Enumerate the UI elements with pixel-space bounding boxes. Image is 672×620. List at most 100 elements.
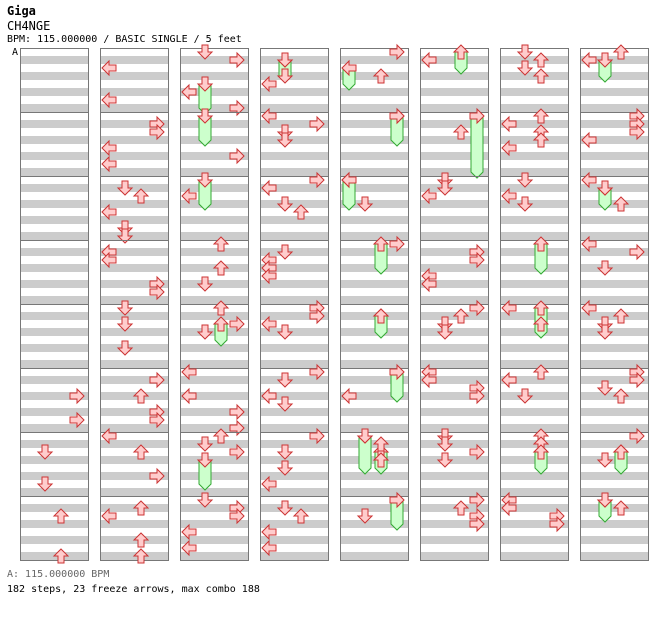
measure-stripe [420,280,488,288]
measure-stripe [100,472,168,480]
measure-stripe [20,280,88,288]
measure-stripe [580,488,648,496]
measure-stripe [580,472,648,480]
measure [500,364,569,433]
bpm-legend: A: 115.000000 BPM [7,569,110,580]
measure [580,107,649,177]
step-arrow-down [596,492,614,508]
measure-stripe [20,520,88,528]
measure [500,44,569,113]
measure-stripe [580,120,648,128]
measure [500,108,569,177]
measure-stripe [180,360,248,368]
step-arrow-down [196,44,214,60]
measure-stripe [260,408,328,416]
measure [100,176,169,244]
measure-stripe [260,552,328,560]
measure-stripe [260,536,328,544]
measure-stripe [420,264,488,272]
step-arrow-up [52,508,70,524]
measure-stripe [180,376,248,384]
measure-stripe [20,248,88,256]
measure [580,235,649,305]
step-arrow-right [309,427,325,445]
measure-stripe [180,392,248,400]
step-arrow-right [229,443,245,461]
step-arrow-right [309,171,325,189]
measure [260,171,329,241]
step-arrow-left [581,235,597,253]
measure-stripe [100,104,168,112]
measure-stripe [580,520,648,528]
measure-stripe [580,296,648,304]
measure-stripe [100,56,168,64]
measure-stripe [580,152,648,160]
measure-stripe [580,328,648,336]
step-arrow-right [309,363,325,381]
measure-stripe [580,344,648,352]
step-arrow-down [276,444,294,460]
step-arrow-left [261,523,277,541]
measure-stripe [580,424,648,432]
step-arrow-down [596,380,614,396]
measure-stripe [580,104,648,112]
measure-stripe [500,232,568,240]
step-arrow-right [389,43,405,61]
measure-stripe [260,88,328,96]
measure-stripe [20,120,88,128]
measure [420,240,489,305]
measure [580,427,649,497]
step-arrow-left [501,499,517,517]
measure-stripe [500,184,568,192]
measure [180,44,249,117]
measure [100,300,169,369]
step-arrow-down [276,460,294,476]
step-arrow-up [52,548,70,564]
step-arrow-left [101,155,117,173]
step-arrow-down [36,444,54,460]
measure-stripe [420,152,488,160]
measure-stripe [20,408,88,416]
measure-stripe [420,88,488,96]
step-arrow-up [132,548,150,564]
step-arrow-up [532,132,550,148]
step-arrow-down [276,324,294,340]
measure-stripe [260,328,328,336]
step-arrow-left [181,539,197,557]
measure-border [180,496,249,561]
step-arrow-left [581,171,597,189]
measure-stripe [340,408,408,416]
measure-stripe [100,360,168,368]
step-arrow-right [309,115,325,133]
step-arrow-left [181,387,197,405]
measure-stripe [180,136,248,144]
measure-stripe [20,216,88,224]
measure-border [340,496,409,561]
step-arrow-down [516,44,534,60]
step-arrow-left [421,187,437,205]
measure-stripe [500,552,568,560]
freeze-head-arrow [196,172,214,188]
step-arrow-down [196,276,214,292]
measure [100,427,169,497]
measure [580,363,649,433]
measure-stripe [500,424,568,432]
step-arrow-right [469,515,485,533]
measure-stripe [420,232,488,240]
step-arrow-up [372,308,390,324]
freeze-head-arrow [452,44,470,60]
measure-stripe [500,392,568,400]
measure-stripe [340,232,408,240]
step-arrow-down [596,452,614,468]
measure-stripe [180,232,248,240]
measure-stripe [260,104,328,112]
measure-stripe [580,360,648,368]
measure-stripe [340,536,408,544]
step-arrow-left [261,539,277,557]
measure-stripe [20,424,88,432]
measure-stripe [500,536,568,544]
step-arrow-down [276,244,294,260]
measure-stripe [100,456,168,464]
measure [340,491,409,561]
measure-stripe [340,56,408,64]
